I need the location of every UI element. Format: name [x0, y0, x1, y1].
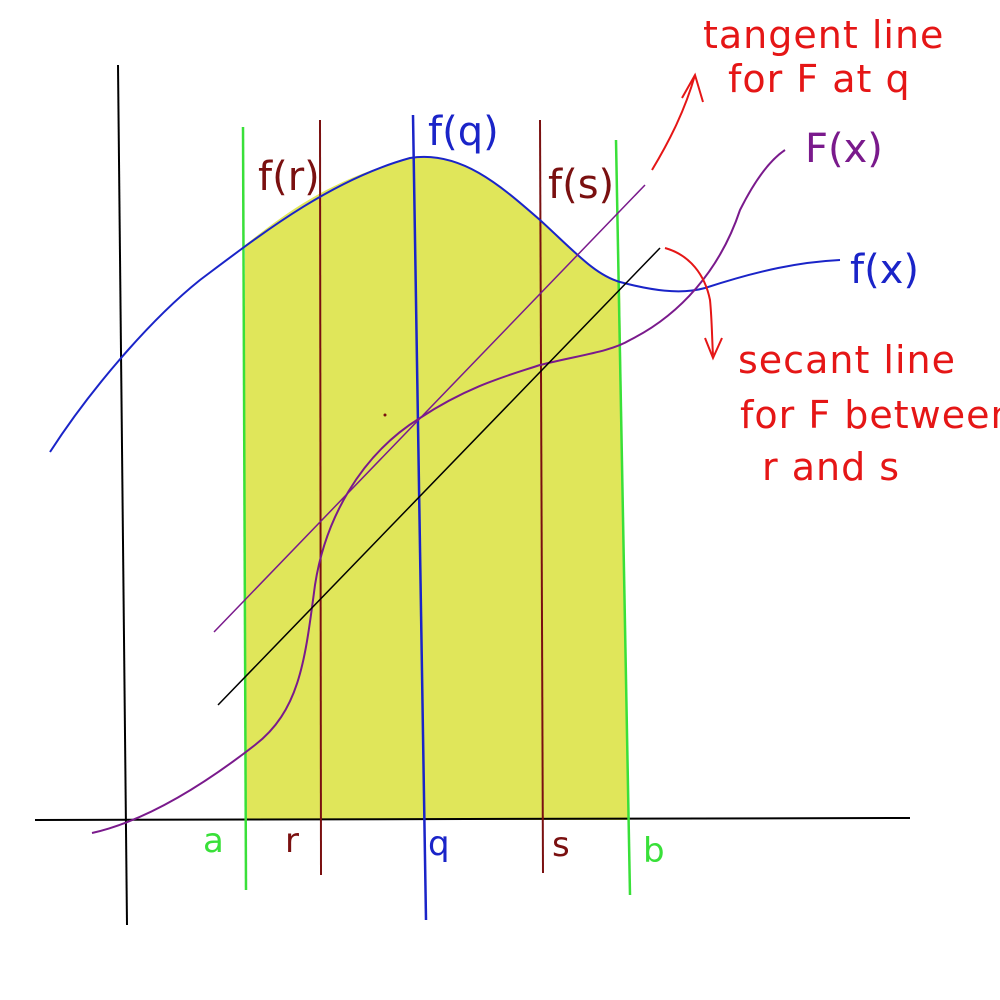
secant-line	[217, 247, 661, 706]
label-f-q: f(q)	[428, 109, 499, 155]
secant-arrow	[664, 247, 714, 356]
tick-a: a	[203, 821, 224, 861]
tangent-arrow-head	[681, 72, 704, 103]
tangent-note-line2: for F at q	[728, 57, 911, 101]
shaded-area	[245, 156, 628, 820]
stray-dot	[383, 413, 387, 417]
line-q	[411, 114, 428, 921]
tangent-note-line1: tangent line	[703, 13, 944, 57]
secant-note-line3: r and s	[762, 445, 900, 489]
line-s	[539, 119, 544, 874]
tick-s: s	[552, 825, 570, 865]
secant-note-line2: for F between	[740, 393, 1000, 437]
label-f-x: f(x)	[850, 247, 919, 293]
secant-arrow-head	[704, 337, 723, 361]
line-a	[241, 126, 248, 891]
line-b	[614, 139, 632, 896]
f-curve	[49, 155, 841, 453]
y-axis	[117, 64, 128, 926]
F-curve	[91, 149, 786, 834]
line-r	[319, 119, 322, 876]
tick-q: q	[428, 824, 450, 864]
tick-b: b	[643, 831, 665, 871]
tangent-arrow	[651, 74, 696, 171]
label-f-s: f(s)	[548, 162, 614, 208]
secant-note-line1: secant line	[738, 338, 956, 382]
label-f-r: f(r)	[258, 154, 320, 200]
x-axis	[34, 817, 911, 821]
label-F-x: F(x)	[805, 126, 883, 172]
tangent-line	[213, 184, 646, 633]
tick-r: r	[285, 821, 299, 861]
